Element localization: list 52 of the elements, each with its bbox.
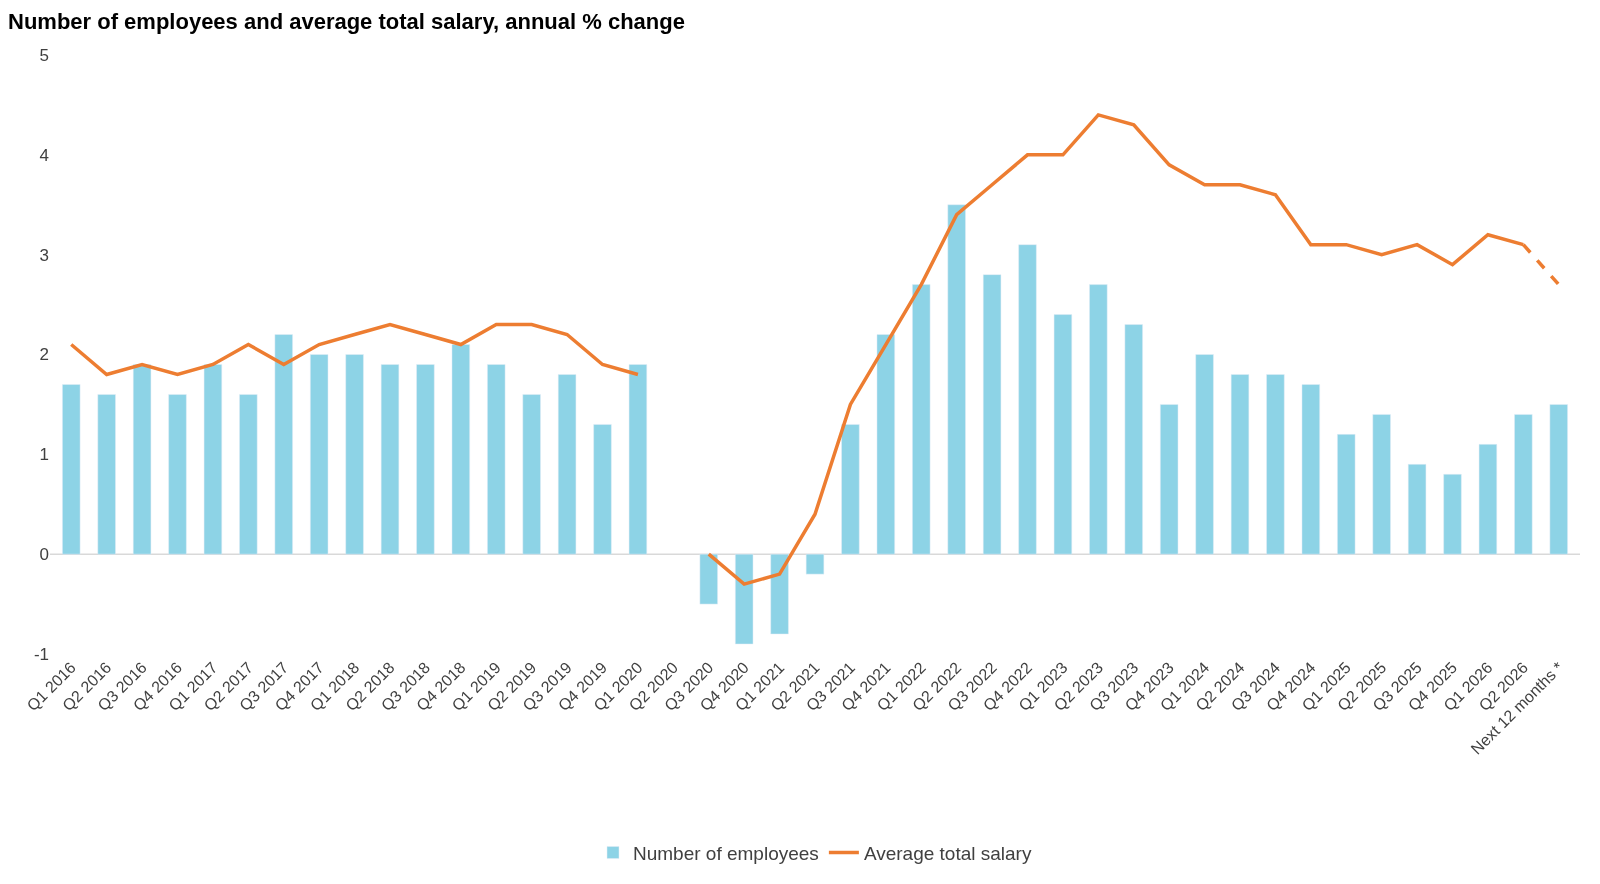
bar — [97, 394, 116, 555]
bar — [1407, 464, 1427, 555]
chart-title: Number of employees and average total salary, annual % change — [8, 8, 685, 34]
bar — [274, 334, 293, 555]
y-tick-label: 0 — [39, 545, 49, 565]
bar — [1549, 404, 1568, 555]
bar — [982, 274, 1002, 555]
bar — [1053, 314, 1073, 555]
y-tick-label: 5 — [39, 45, 49, 65]
bar — [876, 334, 895, 555]
bar — [557, 374, 577, 555]
bar — [416, 364, 435, 555]
bar — [1337, 434, 1356, 555]
bar — [203, 364, 223, 555]
bar — [1124, 324, 1143, 555]
bar — [770, 553, 789, 635]
bar — [1089, 284, 1108, 555]
y-tick-label: -1 — [33, 644, 49, 664]
bar — [1160, 404, 1179, 555]
legend-label: Average total salary — [863, 842, 1032, 864]
bar — [522, 394, 541, 555]
y-tick-label: 4 — [39, 145, 49, 165]
legend-label: Number of employees — [633, 842, 819, 864]
bar — [380, 364, 400, 555]
bar — [62, 384, 81, 555]
bar — [487, 364, 506, 555]
bar — [1443, 474, 1462, 555]
bar — [699, 553, 718, 605]
bar — [310, 354, 329, 555]
bar — [628, 364, 648, 555]
bar — [345, 354, 364, 555]
bar — [1478, 444, 1498, 555]
bar — [593, 424, 612, 555]
bar — [1514, 414, 1533, 555]
bar — [1230, 374, 1250, 555]
bar — [912, 284, 931, 555]
y-tick-label: 2 — [39, 345, 49, 365]
bar — [1266, 374, 1285, 555]
bar — [805, 553, 825, 575]
bar — [735, 553, 754, 645]
bar — [1195, 354, 1214, 555]
bar — [947, 204, 966, 555]
y-tick-label: 1 — [39, 445, 49, 465]
bar — [1301, 384, 1320, 555]
bar — [239, 394, 258, 555]
bar — [168, 394, 187, 555]
bar — [841, 424, 860, 555]
bar — [1018, 244, 1037, 555]
bar — [451, 344, 470, 555]
bar — [132, 364, 152, 555]
y-tick-label: 3 — [39, 245, 49, 265]
bar — [1372, 414, 1391, 555]
